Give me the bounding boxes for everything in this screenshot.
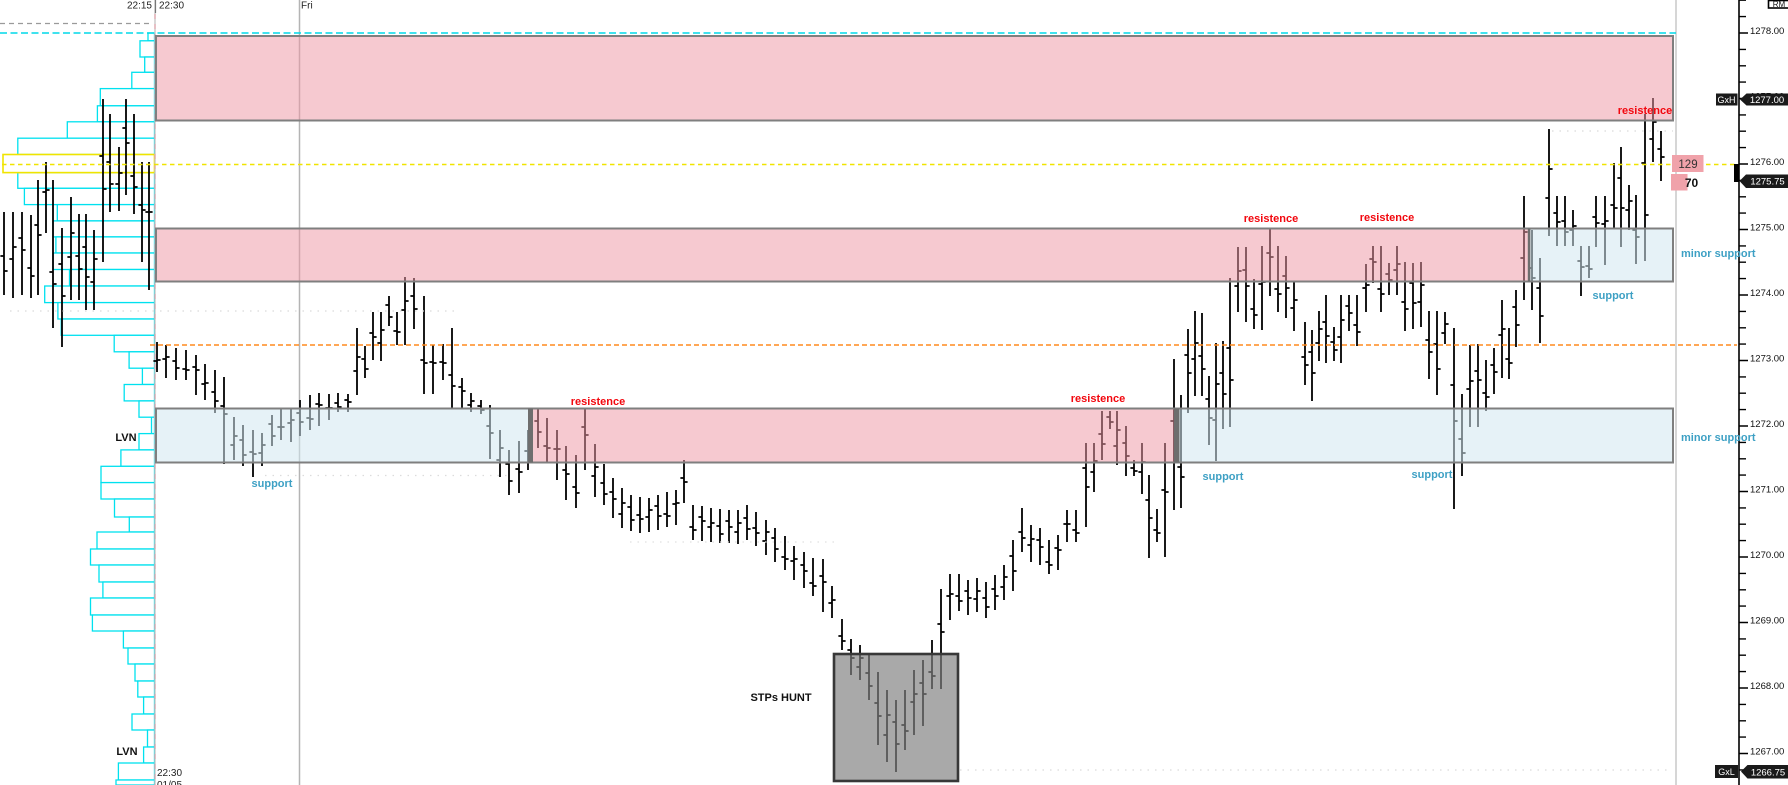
svg-text:22:30: 22:30 — [157, 768, 182, 779]
svg-text:LVN: LVN — [115, 432, 136, 444]
svg-text:support: support — [252, 478, 293, 490]
svg-text:STPs HUNT: STPs HUNT — [750, 692, 811, 704]
svg-text:resistence: resistence — [571, 396, 625, 408]
svg-text:1274.00: 1274.00 — [1750, 288, 1784, 299]
svg-text:01/05: 01/05 — [157, 780, 182, 785]
svg-text:1273.00: 1273.00 — [1750, 353, 1784, 364]
svg-text:1275.00: 1275.00 — [1750, 222, 1784, 233]
svg-text:70: 70 — [1685, 176, 1699, 190]
svg-text:resistence: resistence — [1618, 105, 1672, 117]
svg-text:1276.00: 1276.00 — [1750, 157, 1784, 168]
svg-text:1269.00: 1269.00 — [1750, 615, 1784, 626]
svg-text:support: support — [1593, 290, 1634, 302]
svg-text:1277.00: 1277.00 — [1750, 95, 1784, 106]
svg-text:22:15: 22:15 — [127, 1, 152, 12]
svg-text:resistence: resistence — [1071, 393, 1125, 405]
svg-text:1272.00: 1272.00 — [1750, 419, 1784, 430]
svg-text:1278.00: 1278.00 — [1750, 26, 1784, 37]
svg-text:1271.00: 1271.00 — [1750, 484, 1784, 495]
svg-text:resistence: resistence — [1244, 213, 1298, 225]
svg-text:support: support — [1412, 469, 1453, 481]
svg-text:RM: RM — [1773, 0, 1786, 9]
svg-text:GxL: GxL — [1718, 767, 1735, 777]
svg-text:1268.00: 1268.00 — [1750, 681, 1784, 692]
svg-text:1270.00: 1270.00 — [1750, 550, 1784, 561]
svg-text:22:30: 22:30 — [159, 1, 184, 12]
svg-text:1267.00: 1267.00 — [1750, 746, 1784, 757]
svg-text:LVN: LVN — [116, 746, 137, 758]
svg-text:resistence: resistence — [1360, 212, 1414, 224]
svg-text:129: 129 — [1678, 159, 1697, 171]
svg-text:minor support: minor support — [1681, 432, 1756, 444]
svg-text:minor support: minor support — [1681, 248, 1756, 260]
svg-text:1266.75: 1266.75 — [1751, 768, 1785, 779]
svg-text:Fri: Fri — [301, 1, 313, 12]
svg-text:support: support — [1203, 471, 1244, 483]
svg-text:GxH: GxH — [1718, 95, 1736, 105]
svg-text:1275.75: 1275.75 — [1750, 177, 1784, 188]
